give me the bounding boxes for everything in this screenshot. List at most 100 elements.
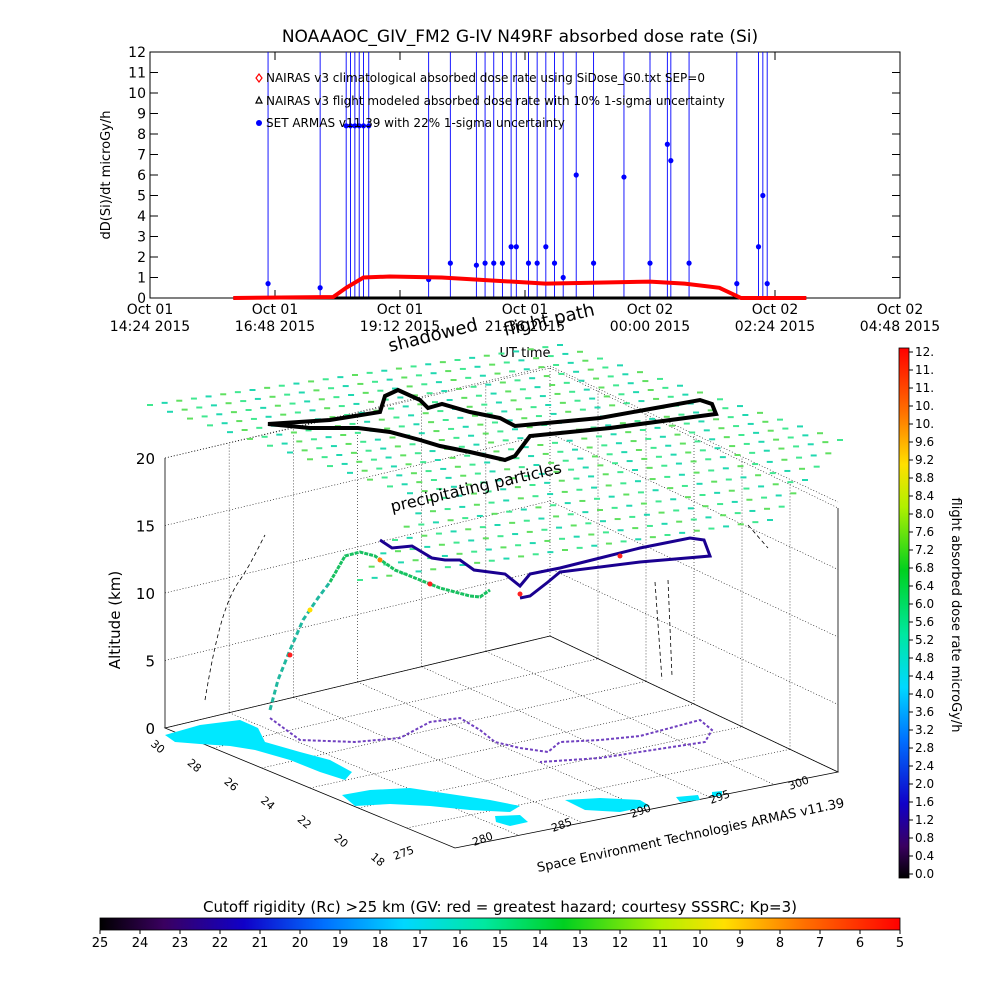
colorbar-tick-label: 8.4 — [915, 489, 934, 503]
y-tick-label: 7 — [137, 148, 146, 164]
altitude-tick-label: 20 — [136, 450, 155, 468]
rigidity-tick-label: 20 — [292, 936, 309, 951]
colorbar-tick-label: 4.0 — [915, 687, 934, 701]
dose-markers — [287, 553, 623, 658]
latitude-tick-label: 20 — [331, 832, 350, 851]
rigidity-tick-label: 17 — [412, 936, 429, 951]
colorbar-tick-label: 1.6 — [915, 795, 934, 809]
cutoff-rigidity-colorbar: Cutoff rigidity (Rc) >25 km (GV: red = g… — [92, 898, 904, 951]
legend-entry-flight-modeled: NAIRAS v3 flight modeled absorbed dose r… — [266, 94, 725, 108]
set-armas-point — [366, 123, 372, 129]
set-armas-point — [347, 123, 354, 129]
altitude-tick-label: 0 — [145, 720, 155, 738]
colorbar-tick-label: 0.0 — [915, 867, 934, 881]
dose-marker — [517, 591, 523, 597]
rigidity-tick-label: 10 — [692, 936, 709, 951]
x-tick-label: Oct 01 — [252, 302, 298, 318]
set-armas-point — [534, 260, 540, 266]
set-armas-point — [573, 172, 579, 178]
x-tick-label: 16:48 2015 — [235, 319, 315, 335]
altitude-axis: 0 5 10 15 20 — [136, 450, 155, 738]
rigidity-tick-label: 25 — [92, 936, 109, 951]
dose-marker — [377, 557, 383, 563]
longitude-tick-label: 300 — [787, 773, 811, 792]
rigidity-tick-label: 8 — [776, 936, 784, 951]
latitude-tick-label: 22 — [295, 813, 314, 832]
set-armas-point — [764, 281, 770, 287]
legend-marker-climatological — [255, 73, 263, 83]
legend-marker-set-armas — [256, 120, 262, 126]
rigidity-tick-label: 12 — [612, 936, 629, 951]
flight-path-3d-color — [328, 550, 491, 599]
set-armas-point — [473, 262, 479, 268]
hispaniola-landmass — [565, 798, 650, 812]
y-tick-label: 11 — [128, 66, 146, 82]
dose-marker — [427, 581, 433, 587]
base-grid-line — [421, 666, 711, 798]
colorbar-tick-label: 4.8 — [915, 651, 934, 665]
rigidity-tick-label: 19 — [332, 936, 349, 951]
cutoff-rigidity-label: Cutoff rigidity (Rc) >25 km (GV: red = g… — [203, 898, 797, 916]
longitude-tick-label: 285 — [550, 815, 574, 834]
base-grid-line — [213, 658, 599, 749]
y-tick-label: 10 — [128, 86, 146, 102]
set-armas-point — [755, 244, 762, 250]
colorbar-tick-label: 2.0 — [915, 777, 934, 791]
colorbar-tick-label: 3.2 — [915, 723, 934, 737]
y-tick-label: 12 — [128, 45, 146, 61]
y-tick-label: 2 — [137, 250, 146, 266]
colorbar-tick-label: 5.6 — [915, 615, 934, 629]
x-tick-label: 04:48 2015 — [860, 319, 940, 335]
set-armas-point — [543, 244, 549, 250]
set-armas-point — [686, 260, 692, 266]
set-armas-point — [356, 123, 362, 129]
legend: NAIRAS v3 climatological absorbed dose r… — [255, 71, 725, 130]
latitude-tick-label: 24 — [258, 794, 277, 813]
latitude-tick-label: 28 — [185, 756, 204, 775]
rigidity-tick-label: 7 — [816, 936, 824, 951]
dose-rate-time-series: NOAAAOC_GIV_FM2 G-IV N49RF absorbed dose… — [99, 27, 940, 361]
rigidity-tick-label: 5 — [896, 936, 904, 951]
set-armas-point — [525, 260, 532, 266]
colorbar-tick-label: 9.2 — [915, 453, 934, 467]
altitude-projection-right — [654, 524, 769, 681]
rigidity-tick-label: 24 — [132, 936, 149, 951]
rigidity-tick-label: 23 — [172, 936, 189, 951]
flight-path-3d-dark — [379, 536, 713, 600]
dose-rate-colorbar-gradient — [898, 347, 910, 879]
x-tick-label: 21:36 2015 — [485, 319, 565, 335]
set-armas-point — [590, 260, 597, 266]
cuba-landmass — [342, 788, 520, 812]
x-tick-label: Oct 01 — [127, 302, 173, 318]
y-tick-label: 1 — [137, 271, 146, 287]
cutoff-rigidity-gradient — [99, 917, 901, 931]
colorbar-tick-label: 10. — [915, 417, 934, 431]
set-armas-point — [760, 192, 766, 199]
base-grid-line — [406, 749, 791, 829]
y-tick-label: 8 — [137, 127, 146, 143]
set-armas-point — [664, 141, 670, 147]
colorbar-tick-label: 2.8 — [915, 741, 934, 755]
x-tick-label: 14:24 2015 — [110, 319, 190, 335]
latitude-tick-label: 30 — [148, 737, 167, 756]
set-armas-series — [265, 52, 770, 298]
altitude-axis-label: Altitude (km) — [106, 571, 124, 669]
rigidity-tick-label: 18 — [372, 936, 389, 951]
puerto-rico-landmass — [676, 795, 700, 802]
colorbar-tick-label: 1.2 — [915, 813, 934, 827]
legend-entry-climatological: NAIRAS v3 climatological absorbed dose r… — [266, 71, 705, 85]
dose-rate-colorbar-label: flight absorbed dose rate microGy/h — [948, 498, 963, 733]
dose-marker — [287, 652, 293, 658]
rigidity-tick-label: 13 — [572, 936, 589, 951]
set-armas-point — [647, 260, 653, 266]
longitude-tick-label: 295 — [708, 787, 732, 806]
base-grid-line — [309, 703, 695, 789]
altitude-grid-line — [164, 568, 839, 705]
x-tick-label: Oct 02 — [752, 302, 798, 318]
colorbar-tick-label: 11. — [915, 363, 934, 377]
set-armas-point — [352, 123, 358, 129]
set-armas-point — [508, 244, 514, 250]
x-tick-label: 00:00 2015 — [610, 319, 690, 335]
